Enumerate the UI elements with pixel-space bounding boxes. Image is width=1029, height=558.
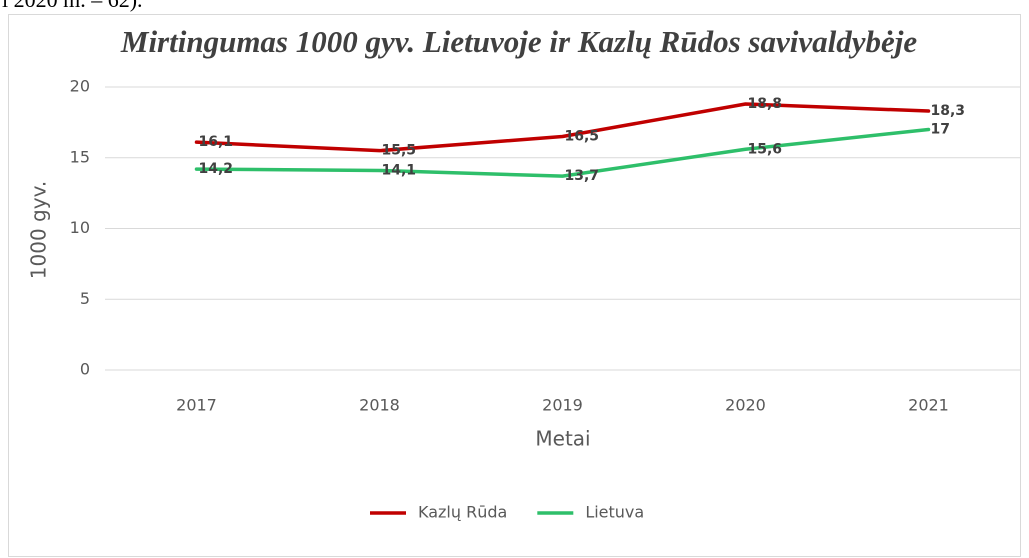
y-tick-label: 5	[80, 289, 90, 308]
x-tick-label: 2018	[359, 396, 400, 415]
data-label: 16,1	[199, 134, 234, 150]
x-axis-title: Metai	[535, 427, 590, 451]
y-tick-label: 10	[70, 218, 90, 237]
x-tick-label: 2020	[725, 396, 766, 415]
y-tick-label: 15	[70, 147, 90, 166]
y-axis-title: 1000 gyv.	[27, 181, 51, 279]
data-label: 15,5	[382, 143, 417, 159]
page-text: i 2020 m. – 62).	[2, 0, 143, 12]
y-tick-label: 20	[70, 77, 90, 96]
x-tick-label: 2021	[908, 396, 949, 415]
chart-title: Mirtingumas 1000 gyv. Lietuvoje ir Kazlų…	[120, 24, 917, 59]
data-label: 14,2	[199, 161, 234, 177]
legend-label: Lietuva	[585, 503, 644, 522]
data-label: 13,7	[565, 168, 600, 184]
data-label: 15,6	[748, 141, 783, 157]
x-tick-label: 2019	[542, 396, 583, 415]
data-label: 14,1	[382, 162, 417, 178]
data-label: 18,8	[748, 96, 783, 112]
data-label: 18,3	[931, 103, 966, 119]
x-tick-label: 2017	[176, 396, 217, 415]
data-label: 16,5	[565, 129, 600, 145]
series-line	[194, 127, 931, 178]
chart-frame	[8, 14, 1021, 557]
legend-label: Kazlų Rūda	[418, 503, 507, 522]
data-label: 17	[931, 121, 950, 137]
series-line	[194, 102, 931, 153]
y-tick-label: 0	[80, 360, 90, 379]
